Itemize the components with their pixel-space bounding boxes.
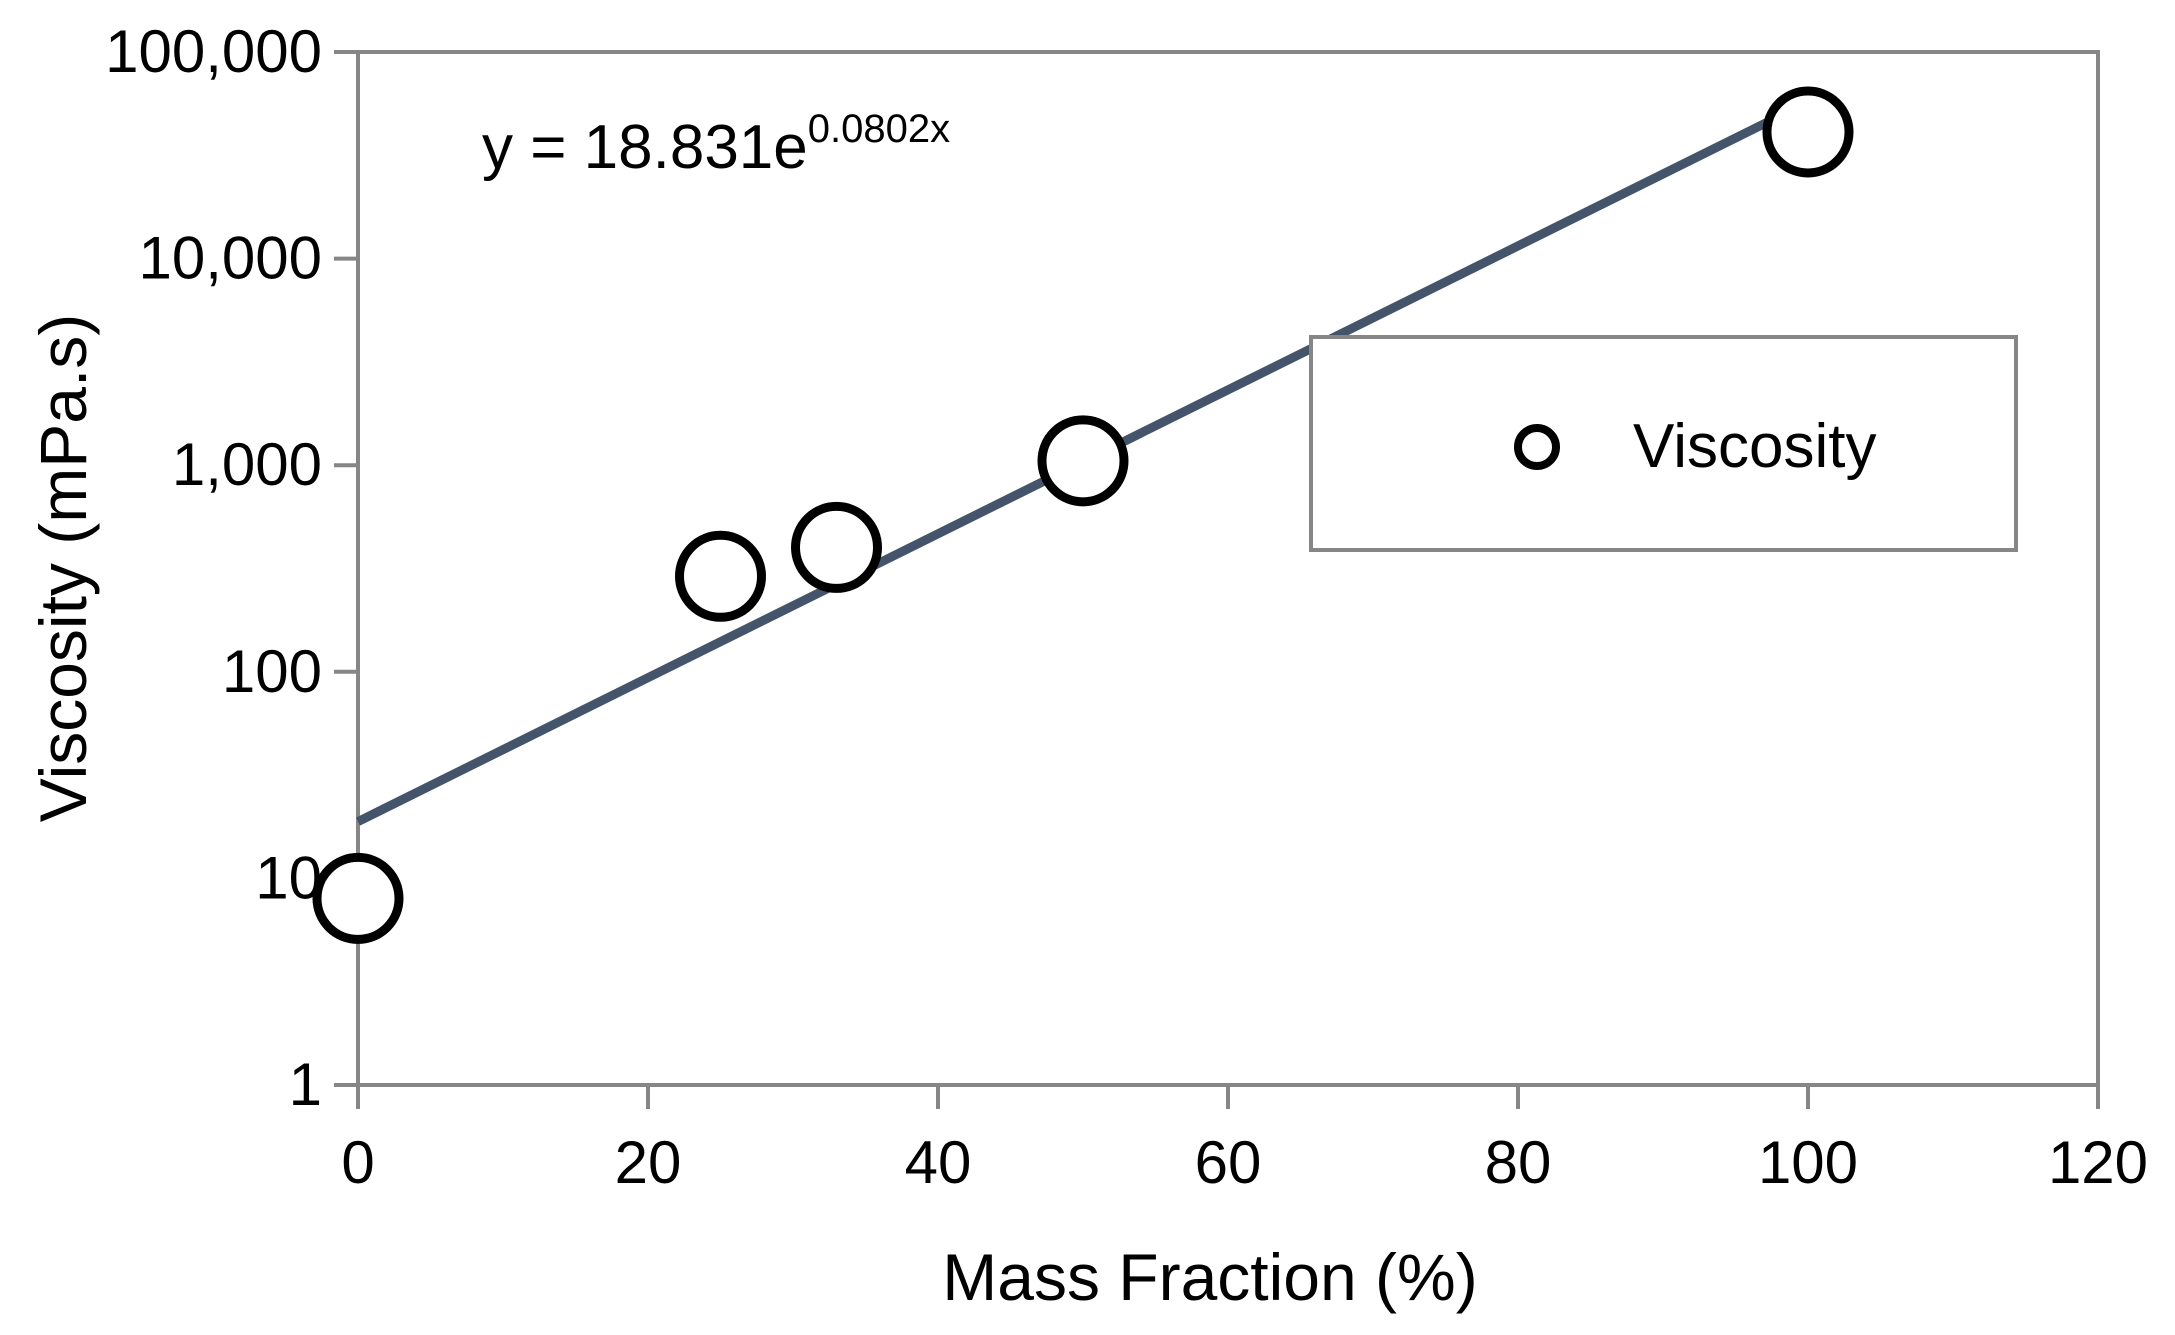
data-point — [791, 501, 882, 593]
x-tick-label: 60 — [1195, 1129, 1262, 1196]
y-tick-label: 100,000 — [105, 18, 322, 85]
data-point — [312, 852, 404, 944]
x-axis-title: Mass Fraction (%) — [942, 1240, 1477, 1314]
x-axis: 0 20 40 60 80 100 120 — [341, 1085, 2148, 1196]
legend: Viscosity — [1309, 335, 2018, 552]
y-axis: 1 10 100 1,000 10,000 100,000 — [105, 18, 358, 1118]
legend-label: Viscosity — [1633, 412, 1877, 481]
y-tick-label: 10 — [255, 844, 322, 911]
equation-exponent: 0.0802x — [808, 107, 950, 151]
x-tick-label: 100 — [1758, 1129, 1858, 1196]
plot-area-frame — [356, 50, 2100, 1087]
data-point — [1762, 86, 1854, 178]
x-tick-label: 40 — [905, 1129, 972, 1196]
x-tick-label: 120 — [2048, 1129, 2148, 1196]
y-tick-label: 1 — [289, 1051, 322, 1118]
y-tick-label: 100 — [222, 638, 322, 705]
x-tick-label: 20 — [615, 1129, 682, 1196]
x-tick-label: 80 — [1485, 1129, 1552, 1196]
y-tick-label: 1,000 — [172, 431, 322, 498]
equation-main: y = 18.831e — [482, 113, 808, 182]
data-points — [312, 86, 1854, 944]
y-tick-label: 10,000 — [138, 225, 322, 292]
x-tick-label: 0 — [341, 1129, 374, 1196]
data-point — [1037, 415, 1129, 507]
trendline-equation: y = 18.831e0.0802x — [482, 107, 950, 182]
data-point — [675, 530, 766, 622]
legend-marker-icon — [1514, 424, 1560, 470]
legend-box — [1309, 335, 2018, 552]
y-axis-title: Viscosity (mPa.s) — [26, 314, 100, 823]
